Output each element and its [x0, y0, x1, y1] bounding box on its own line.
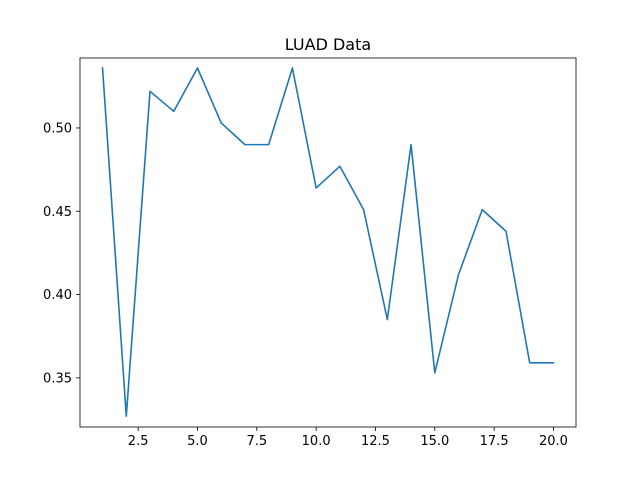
x-tick-label: 15.0: [420, 434, 449, 449]
y-tick-label: 0.35: [43, 371, 72, 386]
y-axis: 0.35 0.40 0.45 0.50: [43, 121, 80, 386]
x-tick-label: 10.0: [302, 434, 331, 449]
chart-title: LUAD Data: [285, 35, 371, 54]
x-tick-label: 12.5: [361, 434, 390, 449]
x-tick-label: 5.0: [187, 434, 208, 449]
y-tick-label: 0.50: [43, 121, 72, 136]
x-axis: 2.5 5.0 7.5 10.0 12.5 15.0 17.5 20.0: [128, 427, 568, 449]
x-tick-label: 2.5: [128, 434, 149, 449]
x-tick-label: 17.5: [480, 434, 509, 449]
x-tick-label: 7.5: [246, 434, 267, 449]
plot-area-frame: [79, 57, 577, 428]
y-tick-label: 0.45: [43, 205, 72, 220]
series-line: [101, 67, 555, 417]
x-tick-label: 20.0: [539, 434, 568, 449]
y-tick-label: 0.40: [43, 288, 72, 303]
